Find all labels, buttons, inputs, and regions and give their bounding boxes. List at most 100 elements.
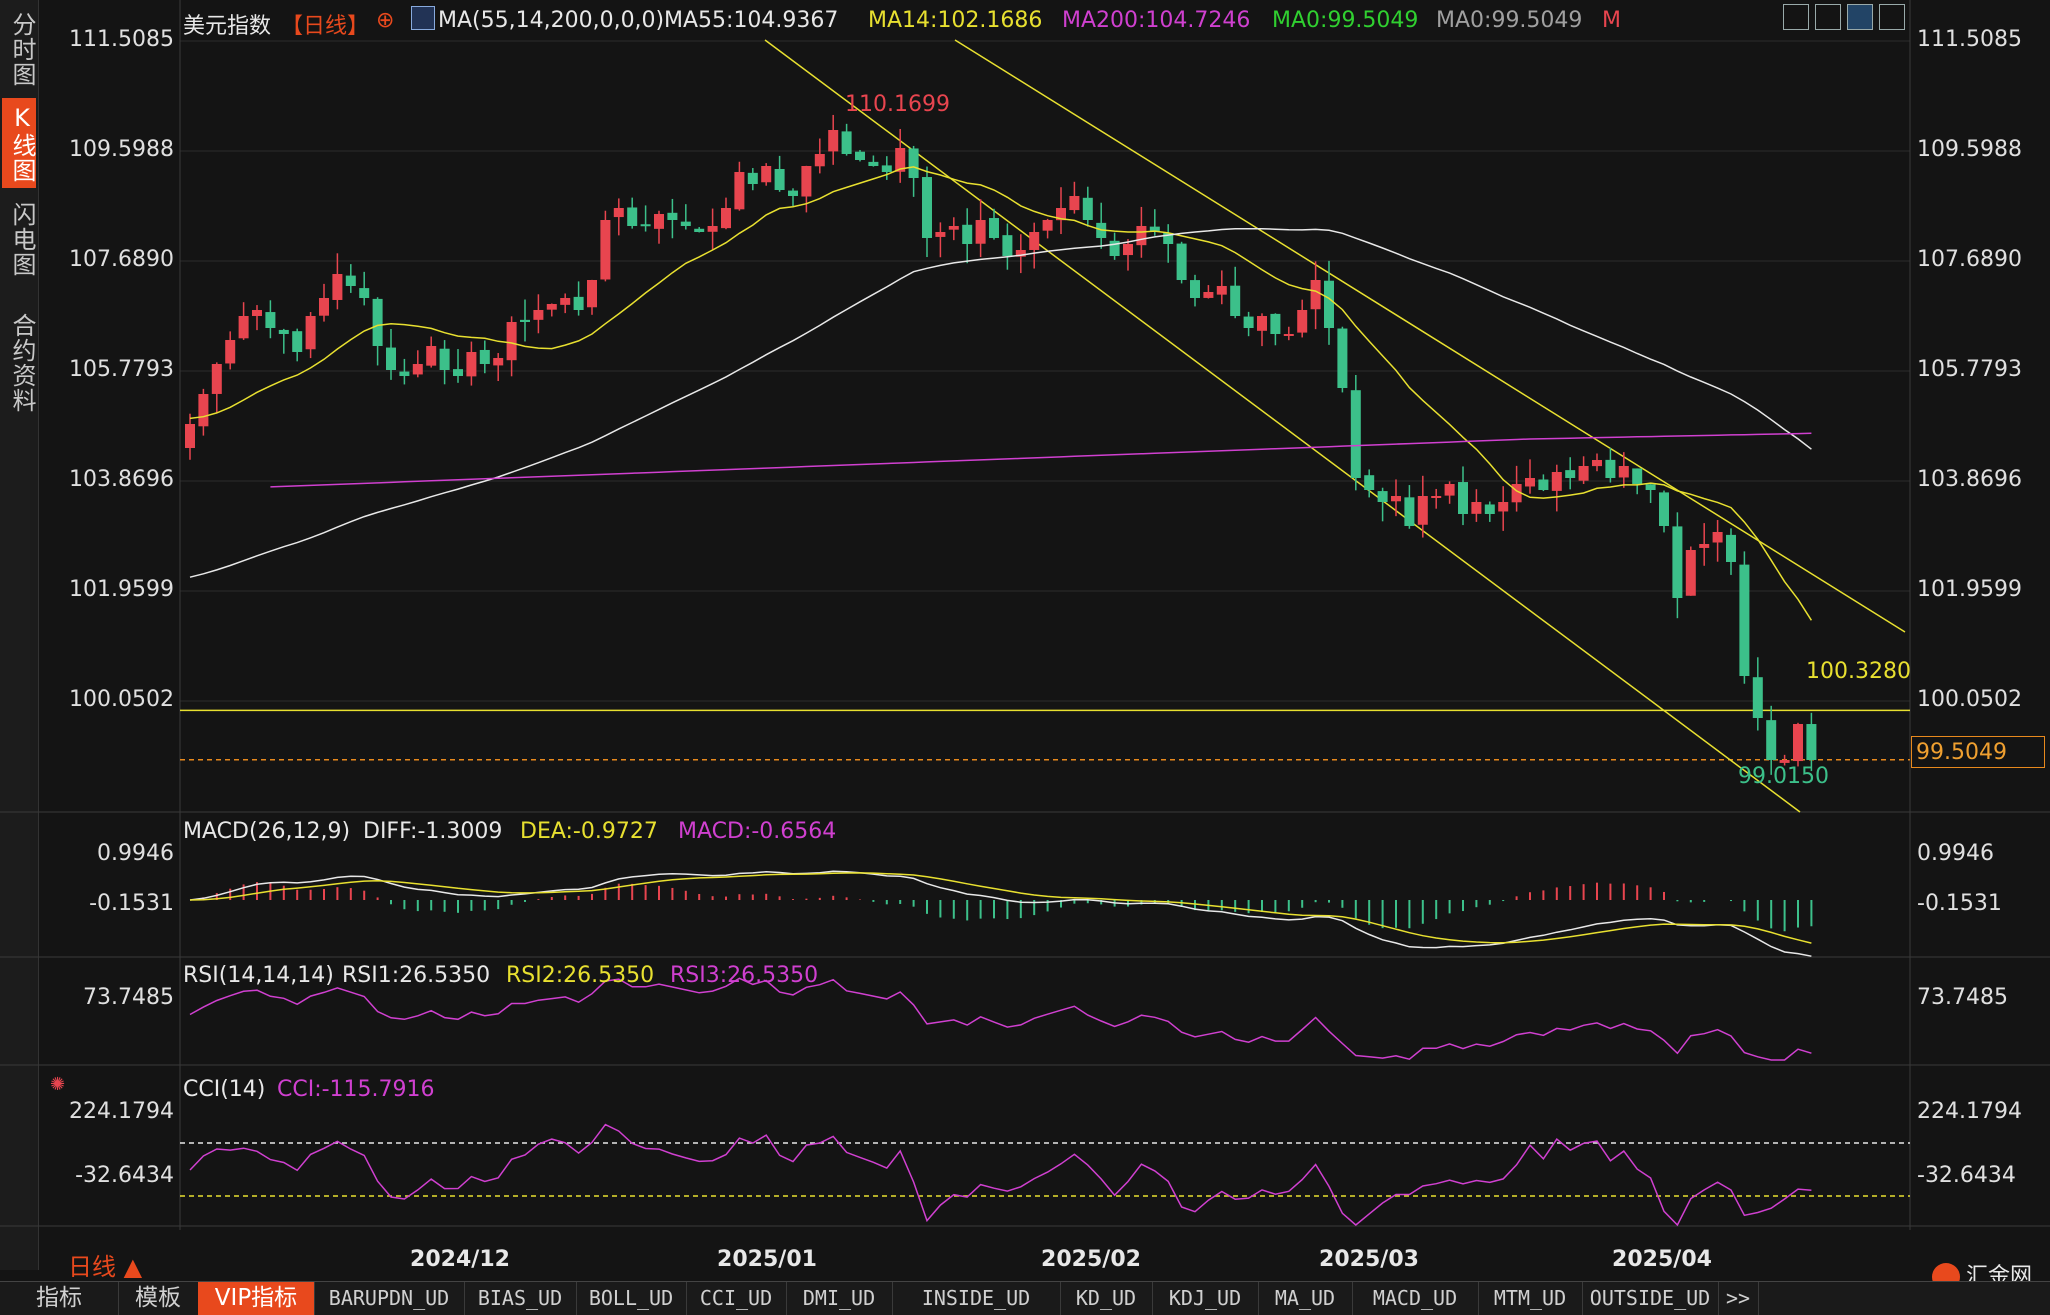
tab-inside[interactable]: INSIDE_UD <box>892 1282 1061 1315</box>
tab-bias[interactable]: BIAS_UD <box>464 1282 577 1315</box>
trend-line <box>954 39 1906 633</box>
candle-body <box>1431 496 1442 498</box>
candle <box>707 208 718 250</box>
candle-body <box>881 165 892 172</box>
tab-indicators[interactable]: 指标 <box>0 1282 119 1315</box>
candle <box>1565 457 1576 490</box>
period-tag[interactable]: 【日线】 <box>281 14 370 39</box>
crosshair-icon[interactable] <box>1783 4 1809 30</box>
candle-body <box>1109 240 1120 256</box>
tab-macd[interactable]: MACD_UD <box>1352 1282 1479 1315</box>
grid-icon[interactable] <box>1815 4 1841 30</box>
tab-contract[interactable]: 合约资料 <box>8 313 36 413</box>
tab-outside[interactable]: OUTSIDE_UD <box>1582 1282 1719 1315</box>
candle-body <box>1163 232 1174 244</box>
period-selector[interactable]: 日线 ▲ <box>68 1253 143 1281</box>
candle <box>252 305 262 331</box>
candle <box>1511 465 1522 512</box>
tab-ma[interactable]: MA_UD <box>1258 1282 1353 1315</box>
candle <box>1297 299 1308 338</box>
candle-body <box>734 172 745 210</box>
candle-body <box>761 166 772 183</box>
candle <box>1699 523 1710 566</box>
price-tick-right: 109.5988 <box>1917 137 2022 162</box>
candle-body <box>707 226 718 232</box>
tab-template[interactable]: 模板 <box>118 1282 199 1315</box>
candle-body <box>1578 466 1589 481</box>
macd-tick-right: -0.1531 <box>1917 891 2002 916</box>
candle-body <box>774 168 785 190</box>
candle <box>1498 486 1509 531</box>
macd-diff: DIFF:-1.3009 <box>363 819 503 844</box>
candle-body <box>1029 232 1040 250</box>
candle-body <box>1404 497 1415 526</box>
candle-body <box>1712 532 1723 543</box>
candle <box>841 123 852 156</box>
rsi-tick-right: 73.7485 <box>1917 985 2008 1010</box>
instrument-name: 美元指数 <box>183 14 272 39</box>
tab-mtm[interactable]: MTM_UD <box>1478 1282 1583 1315</box>
rsi1-value: RSI1:26.5350 <box>342 963 491 988</box>
candle-body <box>841 131 852 154</box>
tab-dmi[interactable]: DMI_UD <box>786 1282 893 1315</box>
candle-body <box>1203 292 1214 298</box>
tab-boll[interactable]: BOLL_UD <box>576 1282 687 1315</box>
tab-vip-indicators[interactable]: VIP指标 <box>198 1282 315 1315</box>
candle <box>1096 202 1107 249</box>
indicator-icon[interactable] <box>411 6 435 30</box>
tab-more[interactable]: >> <box>1718 1282 1759 1315</box>
macd-title: MACD(26,12,9) <box>183 819 351 844</box>
candle-body <box>640 224 651 227</box>
candle-body <box>1377 491 1388 502</box>
add-icon[interactable]: ⊕ <box>376 8 395 33</box>
candle-body <box>1270 313 1281 334</box>
x-tick: 2025/03 <box>1319 1247 1419 1272</box>
candle-body <box>1806 724 1817 760</box>
candle-body <box>948 226 959 230</box>
candle-body <box>747 172 758 184</box>
candle-body <box>1216 286 1227 295</box>
price-tick-right: 100.0502 <box>1917 687 2022 712</box>
candle-body <box>1525 478 1535 487</box>
tab-cci[interactable]: CCI_UD <box>686 1282 787 1315</box>
tab-timeshare[interactable]: 分时图 <box>8 11 36 87</box>
candle <box>1230 266 1241 319</box>
candle-body <box>466 352 477 377</box>
candle-body <box>1069 196 1080 211</box>
high-label: 110.1699 <box>845 92 950 117</box>
tab-barupdn[interactable]: BARUPDN_UD <box>314 1282 465 1315</box>
tab-flash[interactable]: 闪电图 <box>8 201 36 277</box>
candle <box>1310 261 1321 330</box>
ma55-line <box>189 227 1812 578</box>
moving-averages <box>189 166 1813 621</box>
m-toggle[interactable]: M <box>1602 8 1621 33</box>
cci-title: CCI(14) <box>183 1077 266 1102</box>
candle-body <box>667 212 678 220</box>
candle-body <box>1659 492 1669 526</box>
chart-area[interactable] <box>0 0 2050 1281</box>
candle <box>319 283 329 322</box>
macd-diff-line <box>189 870 1812 957</box>
candle <box>1618 452 1629 488</box>
settings-icon[interactable]: ✺ <box>50 1074 66 1095</box>
ma200-line <box>270 432 1812 488</box>
tab-kd[interactable]: KD_UD <box>1060 1282 1153 1315</box>
macd-panel <box>189 870 1813 957</box>
candle-body <box>238 316 249 339</box>
macd-tick-right: 0.9946 <box>1917 841 1994 866</box>
candle <box>1163 224 1174 263</box>
candle <box>989 208 999 240</box>
candle-body <box>493 358 504 366</box>
candle <box>1659 490 1669 533</box>
candle <box>613 198 624 236</box>
candle-body <box>520 319 530 322</box>
candle <box>1270 313 1281 346</box>
trend-lines <box>764 39 1906 813</box>
candle <box>828 114 839 165</box>
tab-kdj[interactable]: KDJ_UD <box>1152 1282 1259 1315</box>
draw-icon[interactable] <box>1847 4 1873 30</box>
tab-kline[interactable]: K线图 <box>2 98 36 188</box>
window-icon[interactable] <box>1879 4 1905 30</box>
candle <box>238 302 249 340</box>
price-tick-right: 111.5085 <box>1917 27 2022 52</box>
